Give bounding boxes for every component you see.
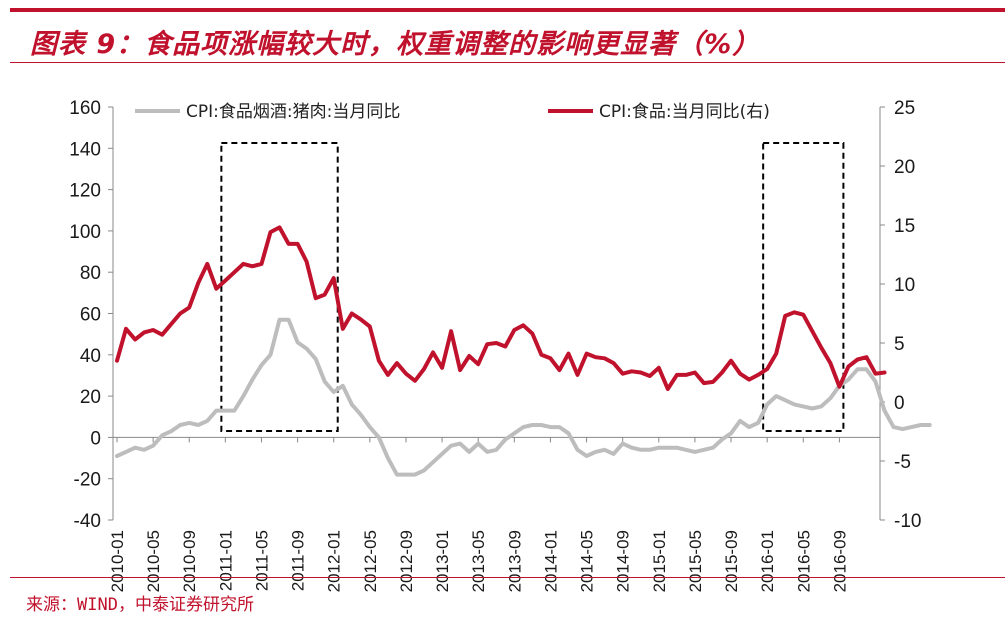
top-accent-bar xyxy=(10,8,1005,12)
x-axis-tick-label: 2010-01 xyxy=(108,530,127,592)
x-axis-tick-label: 2015-01 xyxy=(650,530,669,592)
left-axis-tick-label: 20 xyxy=(80,387,101,408)
left-axis-tick-label: 140 xyxy=(69,139,101,160)
x-axis-tick-label: 2016-09 xyxy=(830,530,849,592)
right-axis-tick-label: 10 xyxy=(894,275,915,296)
footer-divider xyxy=(10,577,1005,578)
x-axis-tick-label: 2010-09 xyxy=(180,530,199,592)
left-axis-tick-label: 40 xyxy=(80,346,101,367)
right-axis-tick-label: 5 xyxy=(894,334,905,355)
x-axis-tick-label: 2014-01 xyxy=(541,530,560,592)
legend-food-label: CPI:食品:当月同比(右) xyxy=(599,102,770,122)
right-axis-tick-label: -5 xyxy=(894,452,911,473)
x-axis-tick-label: 2012-01 xyxy=(325,530,344,592)
left-axis-tick-label: 60 xyxy=(80,305,101,326)
left-axis-tick-label: 120 xyxy=(69,181,101,202)
left-axis-tick-label: 80 xyxy=(80,263,101,284)
highlight-box xyxy=(220,142,339,432)
highlight-box xyxy=(762,142,845,432)
right-axis-tick-label: 25 xyxy=(894,98,915,119)
series-line-food xyxy=(115,225,887,391)
x-axis-tick-label: 2014-09 xyxy=(614,530,633,592)
series-line-pork xyxy=(115,317,932,477)
x-axis-tick-label: 2013-01 xyxy=(433,530,452,592)
left-axis-tick-label: 100 xyxy=(69,222,101,243)
x-axis-tick-label: 2013-05 xyxy=(469,530,488,592)
x-axis-tick-label: 2015-09 xyxy=(722,530,741,592)
left-axis-tick-label: -40 xyxy=(74,511,101,532)
chart-title: 图表 9：食品项涨幅较大时，权重调整的影响更显著（%） xyxy=(30,29,761,60)
x-axis-tick-label: 2013-09 xyxy=(505,530,524,592)
right-axis-tick-label: -10 xyxy=(894,511,921,532)
title-divider xyxy=(10,62,1005,63)
x-axis-tick-label: 2015-05 xyxy=(686,530,705,592)
legend-pork-label: CPI:食品烟酒:猪肉:当月同比 xyxy=(186,102,400,122)
x-axis-tick-label: 2010-05 xyxy=(144,530,163,592)
left-axis-tick-label: 0 xyxy=(90,428,101,449)
source-note: 来源：WIND，中泰证券研究所 xyxy=(26,595,254,615)
x-axis-tick-label: 2011-09 xyxy=(289,530,308,591)
x-axis-tick-label: 2011-01 xyxy=(216,530,235,591)
x-axis-tick-label: 2012-09 xyxy=(397,530,416,592)
right-axis-tick-label: 0 xyxy=(894,393,905,414)
x-axis-tick-label: 2011-05 xyxy=(252,530,271,591)
x-axis-tick-label: 2016-05 xyxy=(794,530,813,592)
right-axis-tick-label: 20 xyxy=(894,157,915,178)
right-axis-tick-label: 15 xyxy=(894,216,915,237)
x-axis-tick-label: 2016-01 xyxy=(758,530,777,592)
x-axis-tick-label: 2012-05 xyxy=(361,530,380,592)
left-axis-tick-label: 160 xyxy=(69,98,101,119)
x-axis-tick-label: 2014-05 xyxy=(578,530,597,592)
left-axis-tick-label: -20 xyxy=(74,470,101,491)
